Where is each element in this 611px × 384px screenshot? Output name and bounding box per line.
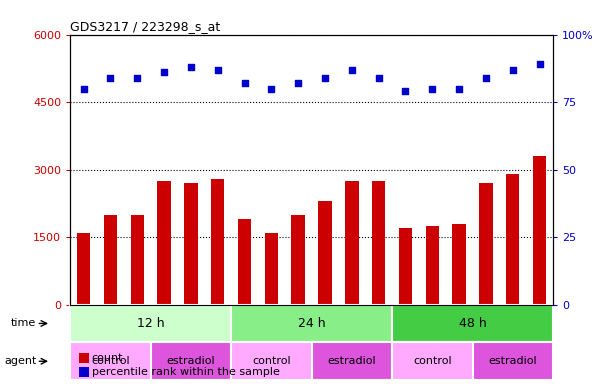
Bar <box>426 226 439 305</box>
Bar <box>345 181 359 305</box>
Bar <box>131 215 144 305</box>
Text: control: control <box>252 356 291 366</box>
Point <box>481 74 491 81</box>
Bar <box>265 233 278 305</box>
Point <box>374 74 384 81</box>
Text: estradiol: estradiol <box>327 356 376 366</box>
Point <box>401 88 411 94</box>
Bar <box>211 179 224 305</box>
Bar <box>77 233 90 305</box>
Point <box>454 86 464 92</box>
Text: time: time <box>11 318 37 328</box>
Point <box>508 66 518 73</box>
Point <box>266 86 276 92</box>
Bar <box>479 183 492 305</box>
Point <box>159 69 169 75</box>
Bar <box>291 215 305 305</box>
Point <box>293 80 303 86</box>
Point <box>79 86 89 92</box>
Point <box>133 74 142 81</box>
Bar <box>238 219 251 305</box>
Point <box>106 74 115 81</box>
Bar <box>312 343 392 380</box>
Bar <box>231 305 392 343</box>
Bar <box>318 201 332 305</box>
Bar <box>392 305 553 343</box>
Point <box>428 86 437 92</box>
Text: 12 h: 12 h <box>137 317 164 330</box>
Bar <box>104 215 117 305</box>
Text: count: count <box>92 353 123 363</box>
Bar <box>158 181 171 305</box>
Text: agent: agent <box>4 356 37 366</box>
Text: GDS3217 / 223298_s_at: GDS3217 / 223298_s_at <box>70 20 221 33</box>
Point <box>320 74 330 81</box>
Bar <box>472 343 553 380</box>
Bar <box>506 174 519 305</box>
Point <box>535 61 544 67</box>
Point <box>213 66 222 73</box>
Bar <box>151 343 231 380</box>
Bar <box>452 223 466 305</box>
Text: control: control <box>413 356 452 366</box>
Text: percentile rank within the sample: percentile rank within the sample <box>92 367 279 377</box>
Bar <box>70 305 231 343</box>
Bar <box>372 181 386 305</box>
Text: estradiol: estradiol <box>167 356 215 366</box>
Point <box>240 80 249 86</box>
Bar <box>392 343 472 380</box>
Bar <box>399 228 412 305</box>
Text: 48 h: 48 h <box>459 317 486 330</box>
Point <box>347 66 357 73</box>
Bar <box>533 156 546 305</box>
Bar <box>231 343 312 380</box>
Text: control: control <box>91 356 130 366</box>
Text: 24 h: 24 h <box>298 317 326 330</box>
Text: estradiol: estradiol <box>488 356 537 366</box>
Bar <box>185 183 197 305</box>
Point <box>186 64 196 70</box>
Bar <box>70 343 151 380</box>
